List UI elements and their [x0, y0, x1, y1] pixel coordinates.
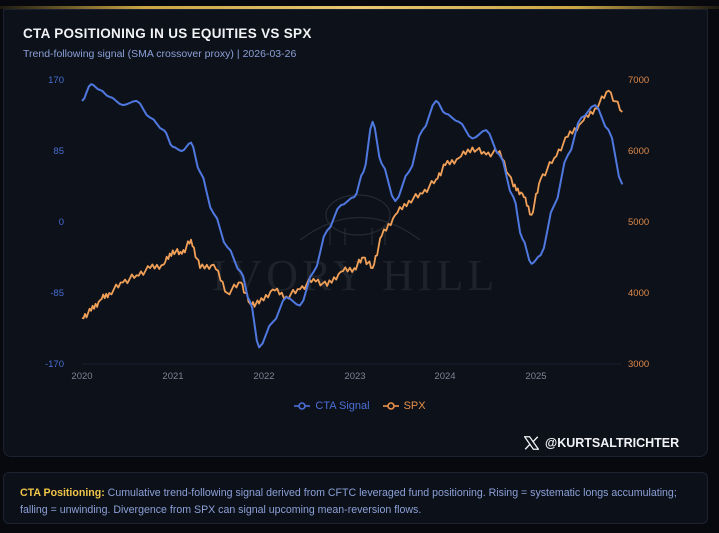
legend-marker-spx-icon [382, 402, 399, 410]
y-right-tick: 3000 [628, 359, 650, 370]
cta-series-line [81, 83, 624, 349]
y-left-tick: 85 [53, 146, 64, 157]
chart-legend: CTA Signal SPX [0, 400, 719, 412]
note-text: Cumulative trend-following signal derive… [20, 487, 677, 516]
x-tick: 2021 [162, 371, 184, 382]
subtitle-separator: | [236, 48, 240, 60]
y-left-tick: -170 [44, 359, 64, 370]
y-left-tick: 0 [58, 217, 64, 228]
x-tick: 2024 [434, 371, 456, 382]
x-tick: 2020 [71, 371, 93, 382]
y-right-tick: 7000 [628, 75, 650, 86]
spx-series-line [81, 89, 623, 320]
y-right-tick: 4000 [628, 288, 650, 299]
note-label: CTA Positioning: [20, 487, 105, 499]
y-left-tick: -85 [50, 288, 64, 299]
legend-label-spx: SPX [403, 400, 426, 412]
watermark-logo [299, 194, 421, 245]
gold-accent-rule [0, 6, 719, 9]
watermark-text: IVORY HILL [212, 251, 498, 300]
chart-title: CTA POSITIONING IN US EQUITIES VS SPX [23, 26, 312, 41]
y-left-tick: 170 [48, 75, 64, 86]
legend-item-cta[interactable]: CTA Signal [293, 400, 370, 412]
legend-item-spx[interactable]: SPX [382, 400, 426, 412]
x-tick: 2022 [253, 371, 275, 382]
handle-text: @KURTSALTRICHTER [545, 436, 680, 450]
legend-label-cta: CTA Signal [315, 400, 370, 412]
subtitle-description: Trend-following signal (SMA crossover pr… [23, 48, 234, 60]
explanation-note: CTA Positioning: Cumulative trend-follow… [3, 472, 708, 524]
legend-marker-cta-icon [294, 402, 311, 410]
author-handle[interactable]: @KURTSALTRICHTER [524, 436, 679, 450]
x-logo-icon [524, 436, 539, 450]
subtitle-date: 2026-03-26 [242, 48, 297, 60]
chart-subtitle: Trend-following signal (SMA crossover pr… [23, 48, 296, 60]
y-right-tick: 6000 [628, 146, 650, 157]
y-right-tick: 5000 [628, 217, 650, 228]
chart-card [3, 9, 708, 457]
x-tick: 2025 [525, 371, 547, 382]
x-tick: 2023 [344, 371, 366, 382]
